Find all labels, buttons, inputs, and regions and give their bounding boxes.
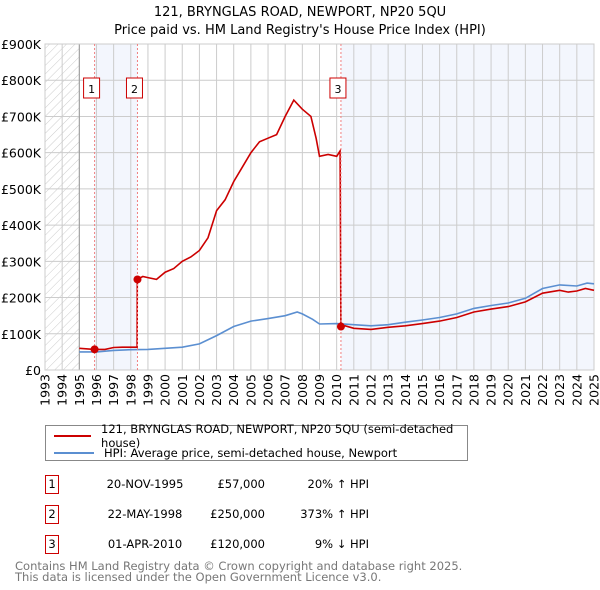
y-tick-label: £200K [1, 291, 42, 306]
footer-copyright: Contains HM Land Registry data © Crown c… [15, 559, 463, 573]
y-tick-label: £400K [1, 218, 42, 233]
x-tick-label: 2001 [175, 374, 190, 406]
y-tick-label: £700K [1, 109, 42, 124]
x-tick-label: 2009 [312, 374, 327, 406]
x-tick-label: 1998 [123, 374, 138, 406]
plot-border [44, 43, 595, 371]
legend-swatch-red [54, 435, 92, 437]
x-tick-label: 2004 [226, 374, 241, 406]
x-tick-label: 2008 [295, 374, 310, 406]
transaction-date: 01-APR-2010 [107, 537, 183, 551]
sale-marker-label: 2 [131, 83, 138, 96]
x-tick-label: 2006 [261, 374, 276, 406]
x-tick-label: 1996 [89, 374, 104, 406]
x-tick-label: 1999 [140, 374, 155, 406]
series-line [79, 98, 595, 351]
sale-point [336, 322, 345, 331]
transaction-number: 3 [45, 535, 59, 554]
transaction-number: 2 [45, 505, 59, 524]
x-tick-label: 2020 [501, 374, 516, 406]
sale-point [90, 345, 99, 354]
chart-subtitle: Price paid vs. HM Land Registry's House … [114, 23, 486, 38]
legend-item-hpi: HPI: Average price, semi-detached house,… [54, 445, 397, 461]
sale-marker-box [83, 77, 101, 99]
x-tick-label: 2022 [535, 374, 550, 406]
transaction-date: 22-MAY-1998 [107, 507, 183, 521]
x-tick-label: 2014 [398, 374, 413, 406]
x-tick-label: 2002 [192, 374, 207, 406]
x-tick-label: 2017 [449, 374, 464, 406]
legend-label: HPI: Average price, semi-detached house,… [104, 446, 398, 460]
transaction-date: 20-NOV-1995 [106, 477, 184, 491]
y-tick-label: £100K [1, 327, 42, 342]
x-tick-label: 1993 [38, 374, 53, 406]
y-tick-label: £800K [1, 73, 42, 88]
x-tick-label: 2010 [329, 374, 344, 406]
x-tick-label: 2021 [518, 374, 533, 406]
x-tick-label: 1997 [106, 374, 121, 406]
x-tick-label: 2025 [587, 374, 600, 406]
transaction-price: £57,000 [217, 477, 265, 491]
sale-marker-box [125, 77, 143, 99]
transaction-row: 2 22-MAY-1998 £250,000 373% ↑ HPI [45, 505, 445, 525]
transaction-hpi: 9% ↓ HPI [314, 537, 369, 551]
x-tick-label: 2007 [278, 374, 293, 406]
x-tick-label: 2012 [363, 374, 378, 406]
legend-swatch-blue [54, 452, 94, 454]
transaction-row: 1 20-NOV-1995 £57,000 20% ↑ HPI [45, 475, 445, 495]
x-tick-label: 1995 [72, 374, 87, 406]
y-tick-label: £900K [1, 37, 42, 52]
x-tick-label: 2013 [381, 374, 396, 406]
transaction-hpi: 20% ↑ HPI [307, 477, 369, 491]
sale-marker-label: 1 [88, 83, 95, 96]
legend-label: 121, BRYNGLAS ROAD, NEWPORT, NP20 5QU (s… [101, 422, 454, 450]
price-chart: 121, BRYNGLAS ROAD, NEWPORT, NP20 5QU Pr… [1, 5, 600, 406]
shaded-period [340, 44, 594, 370]
transaction-number: 1 [45, 475, 59, 494]
legend: 121, BRYNGLAS ROAD, NEWPORT, NP20 5QU (s… [45, 422, 468, 461]
x-tick-label: 2003 [209, 374, 224, 406]
sale-point [133, 275, 142, 284]
x-tick-label: 2015 [415, 374, 430, 406]
x-tick-label: 1994 [55, 374, 70, 406]
transaction-row: 3 01-APR-2010 £120,000 9% ↓ HPI [45, 535, 445, 555]
x-tick-label: 2018 [466, 374, 481, 406]
x-tick-label: 2005 [243, 374, 258, 406]
chart-title: 121, BRYNGLAS ROAD, NEWPORT, NP20 5QU [154, 5, 446, 20]
x-tick-label: 2019 [484, 374, 499, 406]
footer-licence: This data is licensed under the Open Gov… [15, 570, 382, 584]
x-tick-label: 2016 [432, 374, 447, 406]
y-tick-label: £500K [1, 182, 42, 197]
y-tick-label: £0 [25, 363, 41, 378]
sale-marker-label: 3 [334, 83, 341, 96]
transaction-hpi: 373% ↑ HPI [300, 507, 369, 521]
x-tick-label: 2011 [346, 374, 361, 406]
series-line [79, 282, 595, 353]
y-tick-label: £300K [1, 254, 42, 269]
x-tick-label: 2023 [552, 374, 567, 406]
legend-item-property: 121, BRYNGLAS ROAD, NEWPORT, NP20 5QU (s… [54, 422, 467, 450]
sale-marker-box [329, 77, 347, 99]
transaction-price: £250,000 [210, 507, 265, 521]
y-tick-label: £600K [1, 146, 42, 161]
x-tick-label: 2024 [569, 374, 584, 406]
x-tick-label: 2000 [158, 374, 173, 406]
transaction-price: £120,000 [210, 537, 265, 551]
